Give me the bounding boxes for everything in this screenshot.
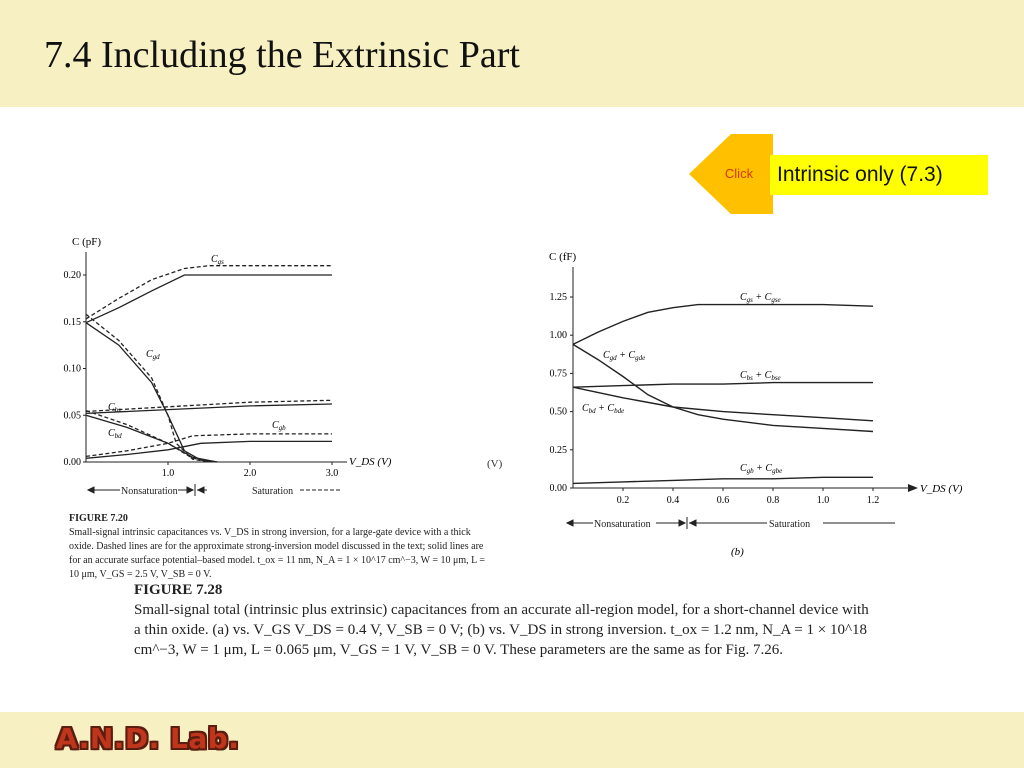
chart-b-label-cbd: Cbd + Cbde: [582, 403, 624, 415]
chart-a-xtick-label: 2.0: [244, 468, 257, 479]
figure-7-28-number: FIGURE 7.28: [134, 582, 223, 598]
chart-b-ylabel: C (fF): [549, 251, 577, 263]
chart-a-ytick-label: 0.15: [64, 317, 82, 328]
lab-logo: A.N.D. Lab.: [56, 722, 240, 755]
intrinsic-only-label: Intrinsic only (7.3): [770, 155, 988, 195]
chart-a-region-left: Nonsaturation: [121, 486, 178, 497]
chart-b-series-c-bs-c-bse: [572, 381, 873, 388]
chart-b-region-left: Nonsaturation: [594, 519, 651, 530]
chart-a-regions: Nonsaturation Saturation: [86, 484, 342, 497]
chart-a-label-cbs: Cbs: [108, 402, 121, 414]
click-arrow-icon[interactable]: [689, 134, 773, 214]
chart-b-xtick-label: 1.2: [867, 495, 880, 506]
chart-a-series-c-bd-dashed: [85, 409, 218, 463]
chart-a-series-c-gd-dashed: [85, 313, 210, 463]
chart-a-ylabel: C (pF): [72, 236, 101, 248]
chart-b-series-c-gs-c-gse: [572, 303, 874, 346]
chart-b-series-c-gd-c-gde: [572, 343, 874, 433]
stray-unit-label: (V): [487, 458, 503, 470]
chart-a-series-c-bd-solid: [85, 414, 218, 463]
chart-b-label-cgb: Cgb + Cgbe: [740, 463, 782, 475]
chart-b-label-cbs: Cbs + Cbse: [740, 370, 781, 382]
chart-b-ytick-label: 1.25: [550, 292, 568, 303]
chart-b-region-right: Saturation: [769, 519, 810, 530]
chart-a-series-c-bs-solid: [85, 403, 333, 415]
figure-7-28-text: Small-signal total (intrinsic plus extri…: [134, 602, 869, 658]
chart-a-series-c-bs-dashed: [85, 399, 333, 413]
chart-b-xtick-label: 0.8: [767, 495, 780, 506]
chart-a-xlabel: V_DS (V): [349, 456, 392, 468]
chart-a-ytick-label: 0.20: [64, 270, 82, 281]
footer-bar: [0, 712, 1024, 768]
chart-b-panel-label: (b): [731, 546, 744, 558]
chart-b-ytick-label: 1.00: [550, 330, 568, 341]
chart-b-xtick-label: 1.0: [817, 495, 830, 506]
chart-a-label-cgd: Cgd: [146, 349, 160, 361]
click-button[interactable]: Click: [724, 166, 754, 181]
chart-b-xtick-label: 0.2: [617, 495, 630, 506]
figure-7-20-number: FIGURE 7.20: [69, 513, 128, 524]
chart-b-xlabel: V_DS (V): [920, 483, 963, 495]
chart-b-ytick-label: 0.75: [550, 368, 568, 379]
header-bar: 7.4 Including the Extrinsic Part: [0, 0, 1024, 107]
figure-7-20-chart: C (pF) 0.00 0.05 0.10 0.15 0.20 1.0 2.0 3.0 V_…: [64, 236, 392, 497]
chart-b-label-cgd: Cgd + Cgde: [603, 350, 645, 362]
chart-a-label-cgb: Cgb: [272, 420, 286, 432]
chart-b-regions: Nonsaturation Saturation: [565, 517, 895, 530]
chart-a-series-c-gs-dashed: [85, 265, 332, 320]
chart-a-ytick-label: 0.05: [64, 410, 82, 421]
chart-b-xtick-label: 0.4: [667, 495, 680, 506]
figure-7-28b-chart: C (fF) 0.00 0.25 0.50 0.75 1.00 1.25 0.2 0.4 0.…: [549, 251, 963, 558]
chart-a-series-c-gb-dashed: [85, 433, 332, 458]
chart-a-label-cbd: Cbd: [108, 428, 122, 440]
figure-7-20-text: Small-signal intrinsic capacitances vs. …: [69, 527, 485, 580]
chart-a-label-cgs: Cgs: [211, 254, 224, 266]
slide-title: 7.4 Including the Extrinsic Part: [44, 34, 520, 76]
chart-b-xtick-label: 0.6: [717, 495, 730, 506]
chart-a-series-c-gd-solid: [85, 322, 218, 463]
chart-a-region-right: Saturation: [252, 486, 293, 497]
chart-b-ytick-label: 0.25: [550, 445, 568, 456]
figure-7-20-caption: FIGURE 7.20 Small-signal intrinsic capac…: [69, 512, 489, 582]
chart-a-xtick-label: 1.0: [162, 468, 175, 479]
figure-7-28-caption: FIGURE 7.28 Small-signal total (intrinsi…: [134, 580, 876, 660]
chart-a-ytick-label: 0.10: [64, 364, 82, 375]
chart-b-series-c-bd-c-bde: [572, 386, 874, 422]
chart-b-ytick-label: 0.00: [550, 483, 568, 494]
chart-a-ytick-label: 0.00: [64, 457, 82, 468]
chart-b-series-c-gb-c-gbe: [572, 476, 873, 485]
chart-a-series-c-gb-solid: [85, 440, 332, 459]
chart-b-label-cgs: Cgs + Cgse: [740, 292, 781, 304]
chart-a-series-c-gs-solid: [85, 274, 332, 324]
chart-b-ytick-label: 0.50: [550, 407, 568, 418]
chart-a-xtick-label: 3.0: [326, 468, 339, 479]
